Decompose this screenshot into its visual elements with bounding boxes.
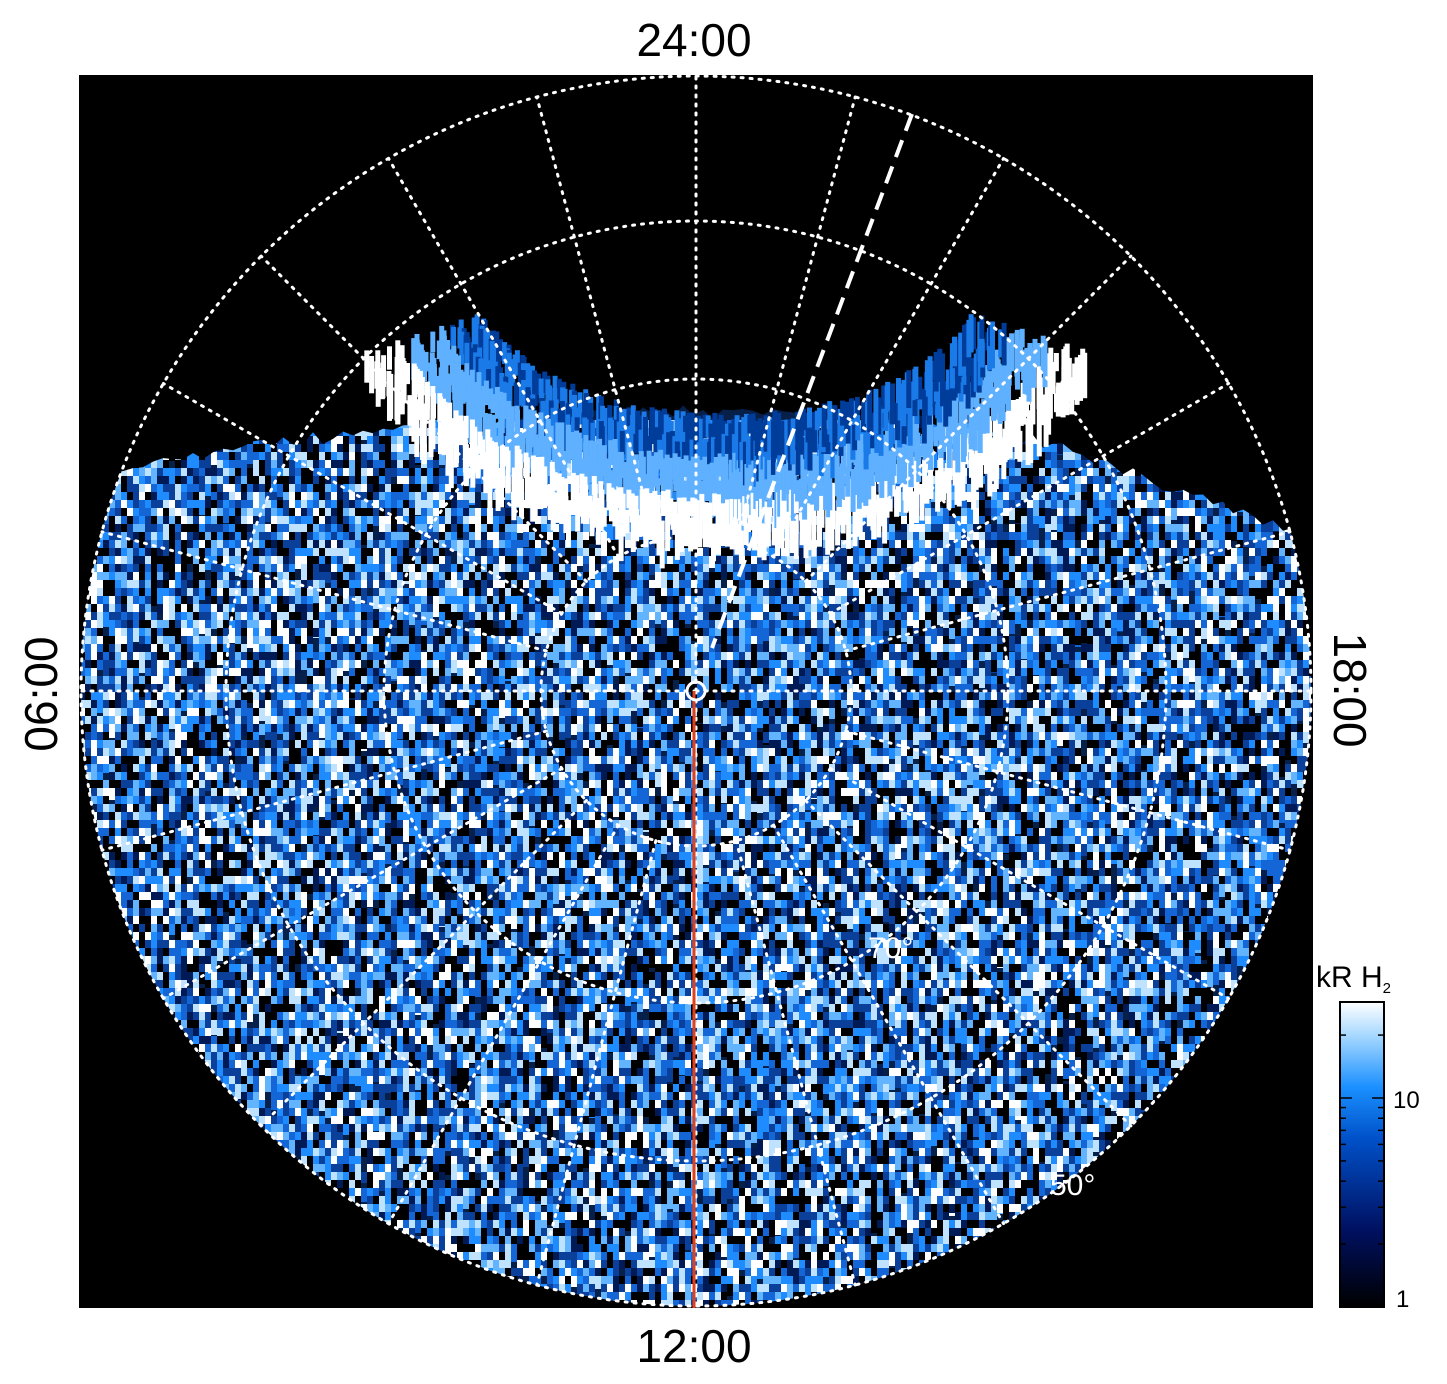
colorbar-tick-label-10: 10: [1393, 1087, 1420, 1114]
local-time-label-left: 06:00: [15, 636, 67, 751]
colorbar-title: kR H2: [1316, 961, 1391, 997]
colorbar-tick-label-1: 1: [1396, 1286, 1409, 1313]
latitude-label-50: 50°: [1050, 1169, 1095, 1202]
local-time-label-top: 24:00: [636, 14, 751, 66]
latitude-label-70: 70°: [868, 932, 913, 965]
local-time-label-right: 18:00: [1324, 632, 1376, 747]
colorbar-gradient: [1340, 1002, 1384, 1307]
colorbar: kR H2 10 1: [1316, 961, 1420, 1313]
local-time-label-bottom: 12:00: [636, 1320, 751, 1372]
